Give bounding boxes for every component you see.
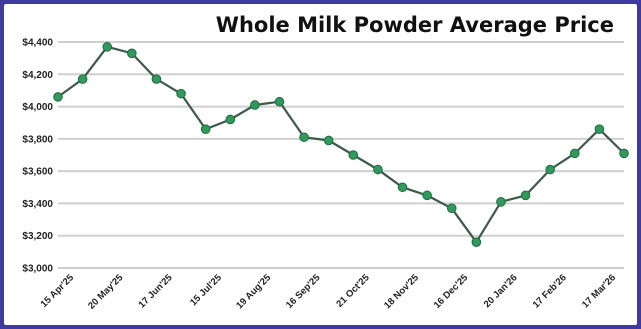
x-tick-label: 19 Aug'25 xyxy=(234,272,274,312)
x-tick-label: 18 Nov'25 xyxy=(382,272,421,311)
y-tick-label: $3,600 xyxy=(22,167,53,178)
data-point xyxy=(274,96,285,107)
y-tick-label: $4,200 xyxy=(22,70,53,81)
data-point xyxy=(619,148,629,159)
data-point xyxy=(397,182,408,193)
data-point xyxy=(348,150,359,160)
data-point xyxy=(151,74,162,84)
data-point xyxy=(496,197,506,207)
data-point xyxy=(323,135,334,146)
chart-panel: Whole Milk Powder Average Price $3,000 $3… xyxy=(4,4,637,325)
data-point xyxy=(594,124,605,134)
y-tick-label: $3,000 xyxy=(22,264,53,275)
y-tick-label: $3,800 xyxy=(22,134,53,145)
x-tick-label: 17 Mar'26 xyxy=(580,272,618,310)
data-points xyxy=(53,42,629,247)
data-point xyxy=(200,124,211,134)
data-point xyxy=(446,203,457,214)
x-tick-label: 17 Jun'25 xyxy=(137,272,176,311)
x-tick-label: 17 Feb'26 xyxy=(531,272,569,310)
data-point xyxy=(471,237,482,247)
data-point xyxy=(299,132,309,143)
data-point xyxy=(127,48,137,59)
data-point xyxy=(225,114,236,125)
x-axis-tick-labels: 15 Apr'25 20 May'25 17 Jun'25 15 Jul'25 19 A… xyxy=(39,272,619,312)
y-axis-tick-labels: $3,000 $3,200 $3,400 $3,600 $3,800 $4,000 $4,2… xyxy=(22,38,53,275)
x-tick-label: 20 Jan'26 xyxy=(482,272,520,310)
y-tick-label: $3,400 xyxy=(22,199,53,210)
data-point xyxy=(422,190,432,201)
price-line-chart: Whole Milk Powder Average Price $3,000$3… xyxy=(22,13,629,312)
series-line xyxy=(57,45,625,244)
data-point xyxy=(569,148,580,159)
data-point xyxy=(53,92,63,102)
chart-title: Whole Milk Powder Average Price xyxy=(216,13,614,37)
data-point xyxy=(373,164,383,175)
data-point xyxy=(250,100,260,110)
data-point xyxy=(77,74,88,84)
data-point xyxy=(545,164,555,175)
y-tick-label: $4,400 xyxy=(22,38,53,49)
x-tick-label: 16 Dec'25 xyxy=(432,272,471,311)
x-tick-label: 15 Apr'25 xyxy=(39,272,77,310)
data-point xyxy=(520,190,531,201)
y-tick-label: $3,200 xyxy=(22,231,53,242)
x-tick-label: 16 Sep'25 xyxy=(284,272,323,311)
y-tick-label: $4,000 xyxy=(22,102,53,113)
x-tick-label: 20 May'25 xyxy=(86,272,126,312)
grid-lines xyxy=(58,41,624,269)
x-tick-label: 21 Oct'25 xyxy=(334,272,372,310)
x-tick-label: 15 Jul'25 xyxy=(188,272,224,308)
data-point xyxy=(176,88,186,99)
data-point xyxy=(102,42,113,52)
